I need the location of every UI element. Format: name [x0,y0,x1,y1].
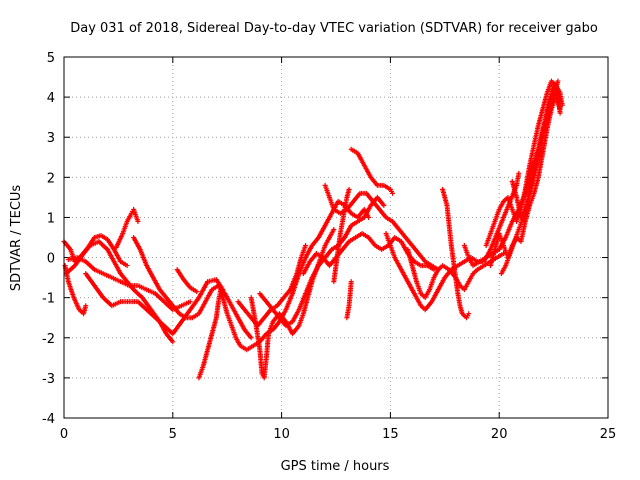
data-series-trace-8 [174,267,200,295]
y-tick-label: -3 [42,372,55,387]
data-series-trace-6 [113,206,141,251]
y-tick-label: 5 [47,51,55,66]
y-tick-label: 1 [47,211,55,226]
data-point [187,299,193,305]
plot-frame [63,56,609,419]
data-point [516,170,522,176]
data-point [135,218,141,224]
data-series-trace-16 [348,146,396,196]
chart-title: Day 031 of 2018, Sidereal Day-to-day VTE… [70,21,598,36]
y-tick-label: 3 [47,131,55,146]
data-series-trace-20 [440,186,472,321]
y-tick-label: -1 [42,292,55,307]
y-tick-label: -2 [42,332,55,347]
y-tick-label: -4 [42,412,55,427]
data-series-trace-11 [235,243,309,329]
data-point [348,279,354,285]
y-tick-label: 0 [47,252,55,267]
y-tick-label: 4 [47,91,55,106]
data-series-trace-7 [131,235,254,341]
data-point [555,78,561,84]
data-point [346,186,352,192]
data-point [557,110,563,116]
data-point [381,202,387,208]
data-series-trace-15 [344,279,354,321]
data-point [124,263,130,269]
x-tick-label: 20 [491,427,508,442]
x-tick-label: 0 [60,427,68,442]
data-series-trace-17 [322,182,441,273]
data-point [194,289,200,295]
x-tick-label: 15 [382,427,399,442]
data-point [331,226,337,232]
data-series-trace-22 [483,78,563,249]
y-axis-label: SDTVAR / TECUs [9,185,24,292]
data-point [390,190,396,196]
data-point [466,311,472,317]
data-point [303,243,309,249]
x-tick-label: 5 [169,427,177,442]
data-point [366,214,372,220]
data-series-trace-18 [383,170,522,313]
data-series-trace-2 [62,263,89,317]
data-series-trace-25 [498,82,563,277]
data-point [83,303,89,309]
data-point [170,339,176,345]
data-series-trace-4 [65,255,193,313]
data-layer [61,78,565,381]
x-tick-label: 10 [273,427,290,442]
x-tick-label: 25 [600,427,617,442]
data-point [248,335,254,341]
y-tick-label: 2 [47,171,55,186]
data-series-trace-5 [83,271,226,337]
x-axis-label: GPS time / hours [281,459,390,474]
